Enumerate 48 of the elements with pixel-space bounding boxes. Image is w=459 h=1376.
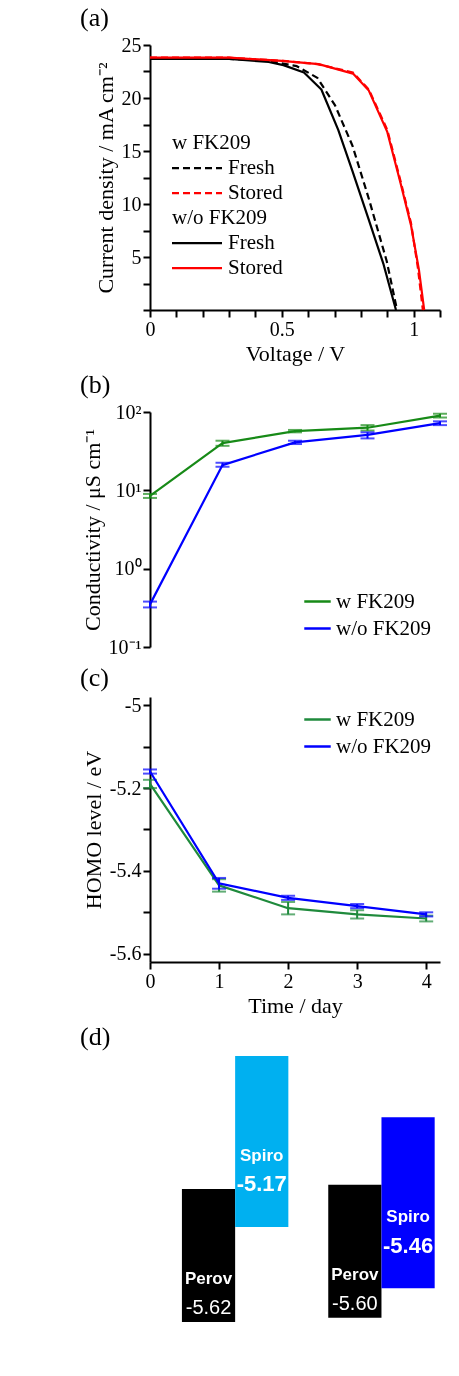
x-tick-label: 2 (283, 969, 294, 992)
legend-label: w/o FK209 (336, 615, 432, 640)
x-tick-label: 0.5 (269, 317, 295, 340)
y-tick-label: -5.2 (109, 776, 142, 799)
x-tick-label: 0 (145, 969, 156, 992)
data-label: -5.62 (185, 1295, 232, 1318)
y-tick-label: 25 (121, 33, 142, 56)
y-tick-label: 10⁻¹ (108, 635, 142, 658)
x-tick-label: 1 (409, 317, 420, 340)
legend-label: w/o FK209 (336, 733, 432, 758)
annotation: w FK209 (172, 130, 251, 155)
y-tick-label: 5 (131, 245, 142, 268)
y-tick-label: 20 (121, 86, 142, 109)
y-tick-label: 10 (121, 192, 142, 215)
x-axis-title: Time / day (248, 992, 343, 1018)
y-tick-label: 10² (115, 400, 142, 423)
data-label: -5.60 (332, 1291, 378, 1314)
legend-label: w FK209 (336, 706, 415, 731)
x-axis-title: Voltage / V (245, 340, 346, 366)
chart-title: (c) (80, 663, 109, 693)
text: (d) (80, 1022, 111, 1051)
y-tick-label: 15 (121, 139, 142, 162)
y-tick-label: 10¹ (115, 478, 142, 501)
data-label: -5.17 (236, 1171, 287, 1197)
annotation: w/o FK209 (172, 205, 268, 230)
data-label: -5.46 (383, 1232, 434, 1258)
category-label: Spiro (240, 1145, 284, 1165)
legend-label: Stored (228, 255, 284, 280)
category-label: Perov (331, 1265, 380, 1285)
category-label: Spiro (386, 1206, 430, 1226)
category-label: Perov (184, 1269, 233, 1289)
y-axis-title: Conductivity / μS cm⁻¹ (79, 428, 105, 632)
legend-label: Fresh (228, 155, 276, 180)
y-tick-label: 10⁰ (114, 557, 142, 580)
y-tick-label: -5 (124, 693, 142, 716)
legend-label: Fresh (228, 230, 276, 255)
chart-title: (b) (80, 370, 111, 399)
x-tick-label: 1 (214, 969, 225, 992)
x-tick-label: 4 (421, 969, 432, 992)
y-axis-title: HOMO level / eV (80, 750, 106, 910)
chart-title: (a) (80, 3, 109, 32)
x-tick-label: 3 (352, 969, 363, 992)
legend-label: w FK209 (336, 588, 415, 613)
y-tick-label: -5.4 (109, 859, 142, 882)
x-tick-label: 0 (145, 317, 156, 340)
y-tick-label: -5.6 (109, 942, 142, 965)
y-axis-title: Current density / mA cm⁻² (92, 62, 118, 294)
legend-label: Stored (228, 180, 284, 205)
